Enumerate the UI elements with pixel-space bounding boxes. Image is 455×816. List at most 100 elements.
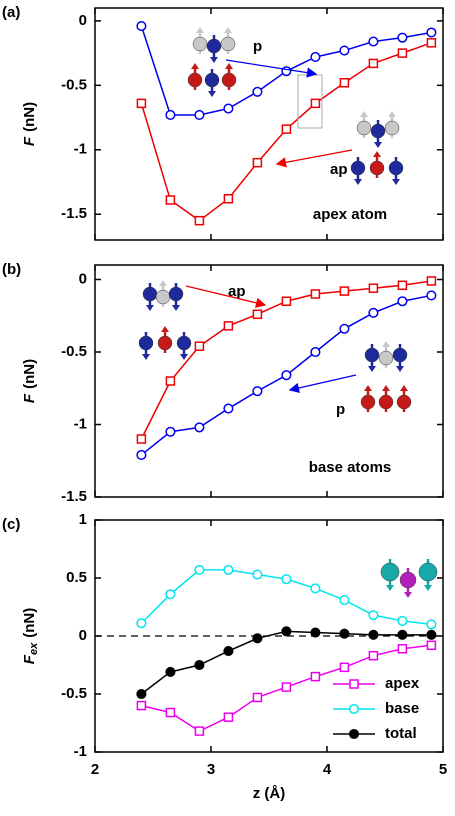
data-point	[281, 626, 292, 637]
spin-arrow-head	[396, 366, 404, 372]
plot-frame	[94, 264, 444, 498]
spin-arrow-head	[360, 111, 368, 117]
spin-arrow-head	[224, 27, 232, 33]
y-tick-label: -1	[74, 415, 87, 432]
data-point	[397, 296, 408, 307]
spin-arrow-head	[373, 151, 381, 157]
data-point	[426, 38, 437, 48]
atom	[168, 286, 184, 302]
spin-arrow-head	[196, 27, 204, 33]
atom	[378, 350, 394, 366]
data-point	[368, 307, 379, 318]
legend-label: total	[385, 725, 417, 742]
atom	[157, 335, 173, 351]
data-point	[165, 376, 176, 386]
y-tick-label: 0	[79, 270, 87, 287]
legend-label: base	[385, 700, 419, 717]
data-point	[223, 103, 234, 114]
x-tick-label: 3	[207, 761, 215, 778]
data-point	[310, 627, 321, 638]
legend-marker	[349, 679, 359, 689]
data-point	[194, 726, 205, 736]
data-point	[194, 109, 205, 121]
data-point	[223, 194, 234, 204]
data-point	[310, 289, 321, 299]
legend-marker	[348, 703, 360, 715]
data-point	[426, 276, 437, 286]
atom	[418, 562, 438, 582]
atom	[220, 36, 236, 52]
data-point	[339, 662, 350, 673]
data-point	[426, 619, 437, 630]
data-point	[165, 195, 176, 205]
series-label: p	[336, 401, 345, 418]
data-point	[136, 434, 147, 444]
data-point	[194, 215, 205, 226]
atom	[384, 120, 400, 136]
x-axis-label: z (Å)	[253, 785, 286, 802]
data-point	[194, 659, 205, 671]
annotation: apex atom	[313, 206, 387, 223]
series-label: ap	[330, 161, 348, 178]
spin-arrow-head	[364, 385, 372, 391]
atom	[206, 38, 222, 54]
data-point	[426, 27, 437, 38]
panel-label: (c)	[2, 516, 20, 533]
atom	[370, 123, 386, 139]
data-point	[223, 712, 234, 722]
data-point	[310, 583, 321, 594]
atom	[364, 347, 380, 363]
data-point	[165, 707, 176, 718]
atom	[176, 335, 192, 351]
spin-arrow-head	[400, 385, 408, 391]
pointer-arrow	[225, 59, 318, 78]
atom	[350, 160, 366, 176]
series-label: p	[253, 38, 262, 55]
data-point	[397, 629, 408, 640]
data-point	[368, 629, 379, 640]
data-point	[252, 633, 263, 644]
data-point	[281, 296, 292, 306]
data-point	[281, 124, 292, 134]
atom	[192, 36, 208, 52]
atom	[369, 160, 385, 176]
data-point	[368, 36, 379, 47]
data-point	[368, 283, 379, 293]
spin-arrow-head	[382, 385, 390, 391]
y-tick-label: 0	[79, 627, 87, 644]
data-point	[223, 564, 234, 575]
data-point	[136, 20, 147, 32]
annotation: base atoms	[309, 459, 392, 476]
data-point	[281, 574, 292, 585]
data-point	[165, 589, 176, 600]
data-point	[397, 280, 408, 291]
spin-arrow-head	[368, 366, 376, 372]
y-tick-label: -1	[74, 141, 87, 158]
data-point	[165, 426, 176, 437]
data-point	[252, 309, 263, 320]
spin-arrow-head	[210, 57, 218, 63]
data-point	[223, 321, 234, 331]
data-point	[252, 569, 263, 580]
plot-frame	[94, 7, 444, 241]
panel-label: (b)	[2, 261, 21, 278]
atom	[396, 394, 412, 410]
spin-arrow-head	[161, 326, 169, 332]
data-point	[426, 629, 437, 640]
y-axis-label-symbol: F	[21, 393, 38, 403]
data-point	[339, 323, 350, 334]
atom	[155, 289, 171, 305]
data-point	[339, 78, 350, 88]
atom	[392, 347, 408, 363]
data-point	[397, 32, 408, 43]
spin-arrow-head	[354, 179, 362, 185]
data-point	[426, 640, 437, 651]
legend-label: apex	[385, 675, 420, 692]
spin-arrow-head	[191, 63, 199, 69]
spin-arrow-head	[424, 585, 432, 591]
data-point	[310, 51, 321, 63]
spin-arrow-head	[392, 179, 400, 185]
data-point	[223, 403, 234, 414]
data-point	[310, 346, 321, 358]
data-point	[281, 370, 292, 381]
